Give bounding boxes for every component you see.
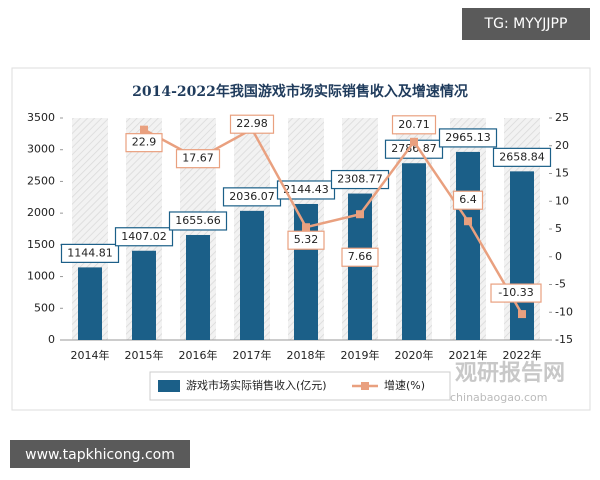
data-label: 1655.66 [175,214,221,227]
line-marker [356,210,364,219]
legend-swatch [158,380,180,392]
bar [456,151,480,340]
line-marker [464,217,472,226]
data-label-box [125,133,163,153]
data-label-box [175,149,221,169]
legend-label: 增速(%) [384,378,425,392]
watermark: 观研报告网 [455,361,565,386]
plot: 2014年 2015年 2016年 2017年 2018年 2019年 2020年 2021年… [27,111,573,362]
data-label: 5.32 [294,233,319,246]
data-label: 20.71 [398,118,430,131]
data-label: 22.9 [132,136,157,149]
tag-box [462,8,590,40]
data-label: 2658.84 [499,150,545,163]
line-marker [518,310,526,319]
tag: TG: MYYJJPP [484,16,568,32]
data-label-box [287,230,325,250]
data-label-box [168,211,228,231]
y-tick-label: 2000 [27,206,55,219]
bar [78,267,102,340]
y2-tick-label: 20 [555,139,569,152]
y2-tick-label: -15 [555,333,573,346]
line-marker [410,137,418,146]
y2-tick-label: 5 [555,222,562,235]
data-label: 2308.77 [337,173,383,186]
chart-title: 2014-2022年我国游戏市场实际销售收入及增速情况 [132,83,468,100]
legend-box [149,371,451,401]
data-label-box [391,115,437,135]
data-label: 1407.02 [121,230,167,243]
y2-tick-label: 10 [555,194,569,207]
data-label: 2965.13 [445,131,491,144]
y-tick-label: 1000 [27,270,55,283]
y2-tick-label: -10 [555,305,573,318]
data-label: 2144.43 [283,183,329,196]
x-tick-label: 2014年 [71,348,110,362]
bar [186,234,210,340]
y-tick-label: 1500 [27,238,55,251]
data-label: 7.66 [348,250,373,263]
legend-label: 游戏市场实际销售收入(亿元) [186,378,327,392]
site-url: www.tapkhicong.com [25,447,175,463]
data-label-box [330,169,390,190]
data-label: -10.33 [498,286,533,299]
y2-tick-label: 15 [555,167,569,180]
data-label: 2036.07 [229,190,275,203]
x-tick-label: 2022年 [503,348,542,362]
x-tick-label: 2015年 [125,348,164,362]
bar [132,250,156,340]
legend-swatch [361,382,369,390]
data-label-box [492,147,552,167]
url-box [10,440,190,468]
line-marker [140,125,148,134]
data-label-box [229,114,275,134]
y2-tick-label: 0 [555,250,562,263]
data-label-box [60,243,120,263]
x-tick-label: 2021年 [449,348,488,362]
data-label: 22.98 [236,117,268,130]
data-label-box [114,227,174,247]
y2-tick-label: -5 [555,278,566,291]
data-label-box [438,128,498,148]
data-label: 2786.87 [391,142,437,155]
data-label: 17.67 [182,152,214,165]
watermark-url: chinabaogao.com [450,391,548,404]
y-tick-label: 3500 [27,111,55,124]
y-tick-label: 0 [48,333,55,346]
bar [240,210,264,340]
y-tick-label: 2500 [27,174,55,187]
x-tick-label: 2019年 [341,348,380,362]
line-marker [302,223,310,232]
data-label: 6.4 [459,193,477,206]
x-tick-label: 2016年 [179,348,218,362]
x-tick-label: 2018年 [287,348,326,362]
x-tick-label: 2020年 [395,348,434,362]
y2-tick-label: 25 [555,111,569,124]
data-label-box [341,247,379,267]
y-tick-label: 500 [34,301,55,314]
chart-frame [11,67,591,411]
x-tick-label: 2017年 [233,348,272,362]
data-label-box [276,180,336,200]
data-label-box [452,190,484,210]
y-tick-label: 3000 [27,143,55,156]
bar [402,163,426,340]
data-label-box [490,283,542,303]
data-label: 1144.81 [67,246,113,259]
